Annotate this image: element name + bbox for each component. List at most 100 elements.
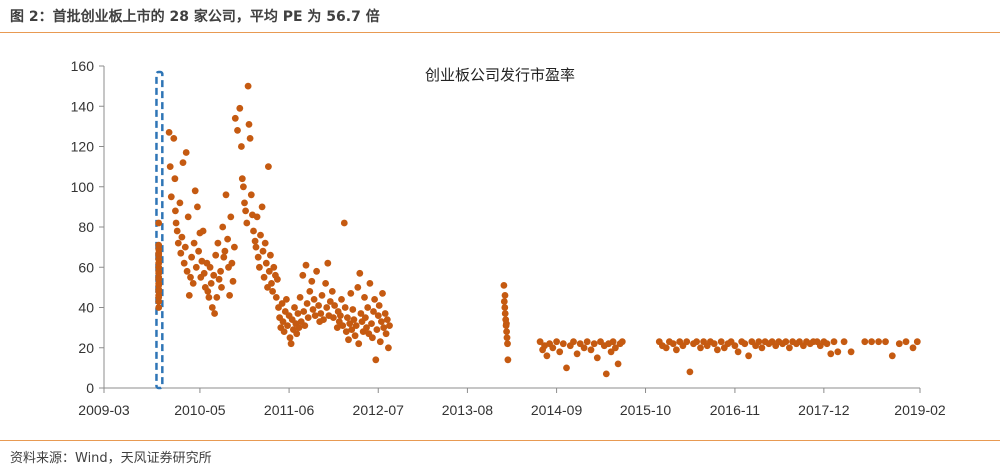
data-point: [177, 249, 185, 257]
data-point: [226, 292, 234, 299]
data-point: [888, 352, 896, 360]
bottom-divider: [0, 440, 1000, 441]
data-point: [308, 277, 316, 285]
data-point: [786, 344, 793, 352]
data-point: [155, 282, 163, 289]
data-point: [274, 275, 281, 283]
data-point: [714, 346, 721, 354]
data-point: [909, 344, 917, 352]
data-point: [503, 328, 510, 335]
data-point: [234, 126, 241, 134]
data-point: [355, 340, 363, 348]
data-point: [882, 338, 889, 346]
data-point: [242, 207, 250, 215]
y-tick-label: 20: [78, 340, 94, 356]
data-point: [259, 247, 267, 255]
data-point: [602, 370, 610, 378]
data-point: [217, 267, 225, 275]
data-point: [291, 304, 298, 311]
data-point: [570, 338, 577, 346]
data-point: [501, 310, 509, 317]
data-point: [183, 267, 191, 275]
data-point: [204, 288, 212, 295]
data-point: [383, 316, 391, 323]
x-tick-label: 2012-07: [353, 402, 405, 418]
data-point: [268, 280, 275, 287]
data-point: [309, 306, 317, 313]
data-point: [563, 364, 570, 372]
data-point: [200, 269, 208, 277]
data-point: [895, 340, 903, 348]
data-point: [840, 338, 848, 346]
data-point: [179, 159, 187, 167]
data-point: [618, 338, 626, 346]
data-point: [270, 263, 278, 271]
data-point: [301, 322, 309, 329]
data-point: [228, 259, 236, 267]
data-point: [231, 243, 238, 251]
data-point: [352, 322, 360, 329]
data-point: [348, 326, 356, 333]
y-tick-label: 60: [78, 259, 94, 275]
data-point: [174, 239, 182, 247]
data-point: [372, 356, 380, 364]
data-point: [155, 241, 163, 249]
data-point: [337, 312, 344, 319]
data-point: [187, 273, 194, 281]
scatter-points: [155, 82, 921, 378]
data-point: [155, 275, 163, 283]
data-point: [246, 135, 254, 142]
data-point: [180, 259, 188, 267]
data-point: [500, 298, 508, 305]
data-point: [155, 294, 163, 301]
data-point: [363, 324, 370, 331]
data-point: [340, 219, 348, 227]
data-point: [322, 280, 329, 287]
highlight-box: [155, 70, 164, 390]
data-point: [587, 346, 595, 354]
data-point: [213, 294, 221, 301]
data-point: [364, 304, 372, 311]
data-point: [375, 302, 383, 309]
data-point: [283, 296, 290, 303]
data-point: [215, 275, 223, 283]
data-point: [257, 231, 264, 239]
data-point: [745, 352, 752, 360]
data-point: [380, 324, 388, 331]
data-point: [378, 318, 385, 325]
data-point: [227, 213, 235, 221]
data-point: [185, 292, 193, 299]
data-point: [324, 259, 332, 267]
data-point: [192, 263, 200, 271]
data-point: [902, 338, 910, 346]
data-point: [155, 259, 163, 267]
data-point: [861, 338, 869, 346]
data-point: [238, 175, 246, 183]
y-tick-label: 120: [71, 139, 95, 155]
data-point: [265, 163, 272, 171]
data-point: [190, 239, 198, 247]
data-point: [758, 344, 766, 352]
data-point: [219, 223, 227, 231]
data-point: [243, 219, 251, 227]
data-point: [834, 348, 842, 356]
highlight-box-group: [155, 70, 164, 390]
x-tick-label: 2015-10: [620, 402, 672, 418]
data-point: [189, 280, 197, 287]
data-point: [295, 324, 303, 331]
data-point: [253, 213, 261, 221]
x-tick-label: 2016-11: [710, 402, 761, 418]
data-point: [357, 310, 365, 317]
data-point: [609, 338, 617, 346]
data-point: [875, 338, 882, 346]
data-point: [171, 175, 179, 183]
data-point: [222, 191, 230, 199]
data-point: [536, 338, 544, 346]
data-point: [224, 235, 232, 243]
data-point: [913, 338, 921, 346]
data-point: [504, 356, 512, 364]
data-point: [379, 290, 386, 297]
y-tick-label: 40: [78, 300, 94, 316]
data-point: [261, 239, 269, 247]
data-point: [755, 338, 763, 346]
